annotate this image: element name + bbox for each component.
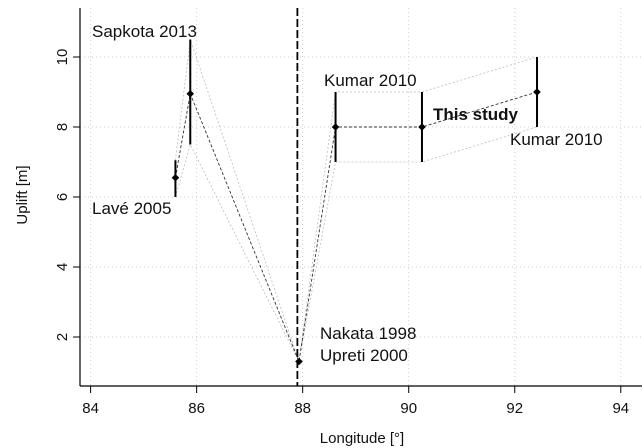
uncertainty-envelope [175, 39, 538, 363]
y-tick-label: 4 [54, 263, 71, 271]
annotation-this-study: This study [433, 105, 519, 124]
x-tick-label: 90 [400, 400, 417, 417]
data-points [171, 88, 541, 366]
annotation-sapkota-2013: Sapkota 2013 [92, 22, 197, 41]
x-axis-label: Longitude [°] [320, 430, 404, 447]
x-tick-label: 88 [294, 400, 311, 417]
annotation-nakata-1998: Nakata 1998 [320, 324, 416, 343]
data-point [171, 173, 180, 182]
x-tick-label: 86 [188, 400, 205, 417]
annotation-upreti-2000: Upreti 2000 [320, 346, 408, 365]
data-point [533, 88, 541, 96]
annotation-lave-2005: Lavé 2005 [92, 199, 171, 218]
y-axis-label: Uplift [m] [14, 165, 31, 224]
y-tick-label: 6 [54, 193, 71, 201]
data-point [186, 89, 195, 98]
upper-bound-line [175, 39, 538, 362]
x-tick-label: 84 [82, 400, 99, 417]
series-line [174, 91, 538, 364]
x-tick-labels: 84 86 88 90 92 94 [82, 400, 629, 417]
data-point [331, 123, 340, 131]
y-tick-label: 10 [54, 49, 71, 66]
x-tick-label: 92 [506, 400, 523, 417]
data-point [418, 123, 426, 131]
axes [73, 8, 642, 393]
annotation-kumar-2010-left: Kumar 2010 [324, 71, 417, 90]
x-tick-label: 94 [612, 400, 629, 417]
y-tick-label: 8 [54, 123, 71, 131]
annotation-kumar-2010-right: Kumar 2010 [510, 130, 603, 149]
lower-bound-line [175, 126, 538, 363]
y-tick-label: 2 [54, 333, 71, 341]
data-point [295, 357, 303, 366]
y-tick-labels: 2 4 6 8 10 [54, 49, 71, 342]
